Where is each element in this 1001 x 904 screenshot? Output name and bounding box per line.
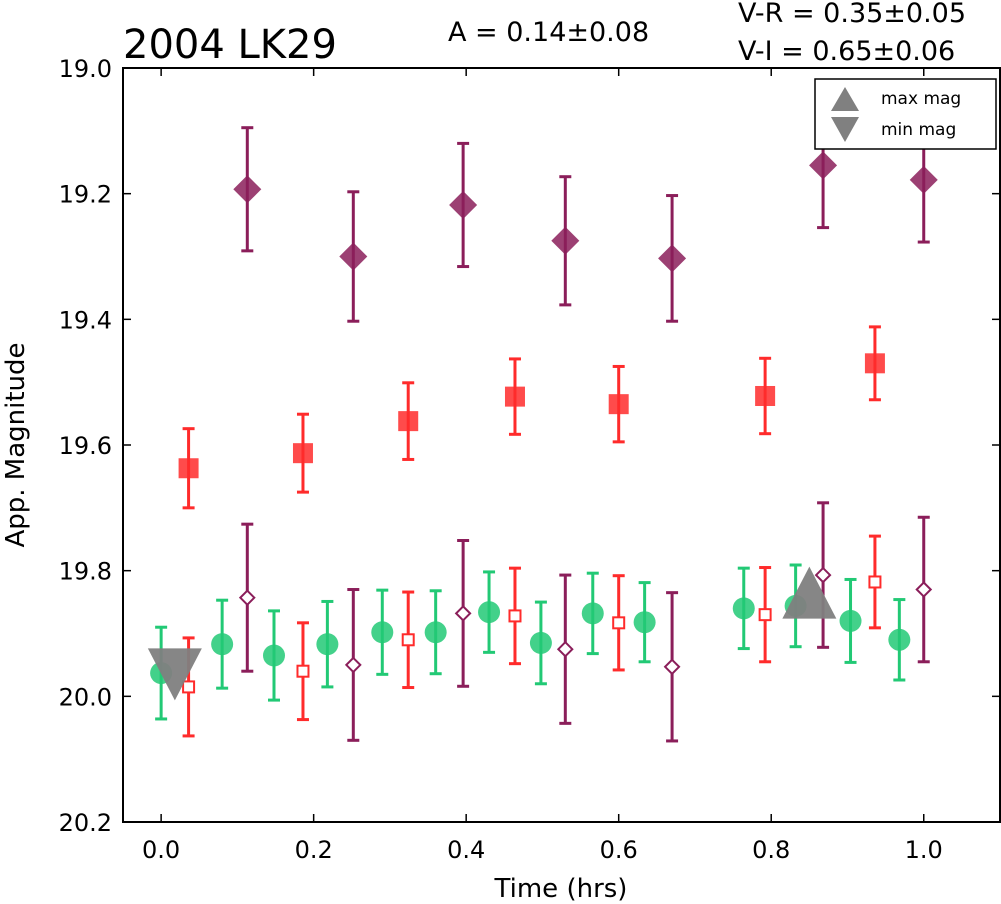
data-point-square bbox=[864, 353, 885, 374]
x-tick-label: 0.8 bbox=[752, 836, 790, 864]
data-point-circle bbox=[478, 601, 501, 624]
data-point-open-square bbox=[758, 608, 772, 622]
data-point-square bbox=[608, 394, 629, 415]
data-point-diamond bbox=[551, 226, 580, 255]
data-point-open-diamond bbox=[915, 581, 933, 598]
data-point-square bbox=[504, 386, 525, 407]
y-tick-label: 19.2 bbox=[59, 181, 112, 209]
data-point-circle bbox=[888, 628, 911, 651]
y-tick-label: 19.6 bbox=[59, 432, 112, 460]
axis-ticks: 0.0 0.2 0.4 0.6 0.8 1.0 19.0 19.2 19.4 19.6 19.8 20… bbox=[59, 55, 1000, 864]
data-point-open-diamond bbox=[344, 656, 362, 674]
data-point-open-diamond bbox=[556, 640, 574, 658]
data-point-circle bbox=[529, 631, 552, 654]
data-point-circle bbox=[211, 633, 234, 656]
y-tick-label: 20.0 bbox=[59, 683, 112, 711]
v-r-color-annotation: V-R = 0.35±0.05 bbox=[738, 0, 966, 29]
y-tick-label: 19.8 bbox=[59, 558, 112, 586]
data-point-circle bbox=[839, 609, 862, 632]
x-tick-label: 0.4 bbox=[447, 836, 485, 864]
data-point-square bbox=[178, 458, 199, 479]
x-tick-label: 0.0 bbox=[142, 836, 180, 864]
data-point-circle bbox=[581, 602, 604, 625]
data-point-open-square bbox=[868, 575, 882, 589]
v-i-color-annotation: V-I = 0.65±0.06 bbox=[738, 36, 955, 67]
chart-title: 2004 LK29 bbox=[123, 22, 337, 68]
x-axis-label: Time (hrs) bbox=[494, 874, 628, 904]
data-point-open-square bbox=[508, 609, 522, 623]
y-tick-label: 19.4 bbox=[59, 306, 112, 334]
amplitude-annotation: A = 0.14±0.08 bbox=[448, 17, 649, 48]
data-point-open-square bbox=[401, 633, 415, 647]
data-point-circle bbox=[732, 597, 755, 620]
data-point-open-diamond bbox=[814, 566, 832, 584]
data-point-diamond bbox=[449, 190, 478, 219]
data-point-square bbox=[292, 443, 313, 464]
legend-max-mag-icon bbox=[831, 87, 859, 111]
legend-min-mag-icon bbox=[831, 117, 859, 142]
legend: max mag min mag bbox=[814, 78, 997, 150]
data-point-circle bbox=[633, 611, 656, 634]
data-point-diamond bbox=[809, 151, 838, 180]
plot-frame bbox=[122, 67, 1001, 823]
y-axis-label: App. Magnitude bbox=[1, 342, 31, 547]
data-point-open-diamond bbox=[238, 589, 256, 607]
min-mag-marker bbox=[147, 648, 202, 701]
data-point-square bbox=[755, 385, 776, 406]
data-point-open-diamond bbox=[454, 604, 472, 622]
data-point-diamond bbox=[658, 244, 687, 273]
legend-label-max-mag: max mag bbox=[881, 89, 961, 109]
x-tick-label: 0.2 bbox=[295, 836, 333, 864]
data-series bbox=[147, 101, 938, 743]
data-point-circle bbox=[424, 621, 447, 644]
data-point-diamond bbox=[909, 165, 938, 194]
data-point-open-square bbox=[296, 664, 310, 678]
data-point-diamond bbox=[339, 242, 368, 271]
x-tick-label: 1.0 bbox=[905, 836, 943, 864]
legend-label-min-mag: min mag bbox=[881, 120, 956, 140]
x-tick-label: 0.6 bbox=[600, 836, 638, 864]
data-point-circle bbox=[316, 633, 339, 656]
data-point-diamond bbox=[233, 175, 262, 204]
data-point-circle bbox=[262, 644, 285, 667]
data-point-open-square bbox=[182, 680, 196, 694]
data-point-open-square bbox=[612, 616, 626, 630]
max-mag-marker bbox=[782, 566, 837, 619]
y-tick-label: 20.2 bbox=[59, 809, 112, 837]
data-point-circle bbox=[371, 621, 394, 644]
data-point-square bbox=[398, 411, 419, 432]
data-point-open-diamond bbox=[663, 658, 681, 676]
y-tick-label: 19.0 bbox=[59, 55, 112, 83]
